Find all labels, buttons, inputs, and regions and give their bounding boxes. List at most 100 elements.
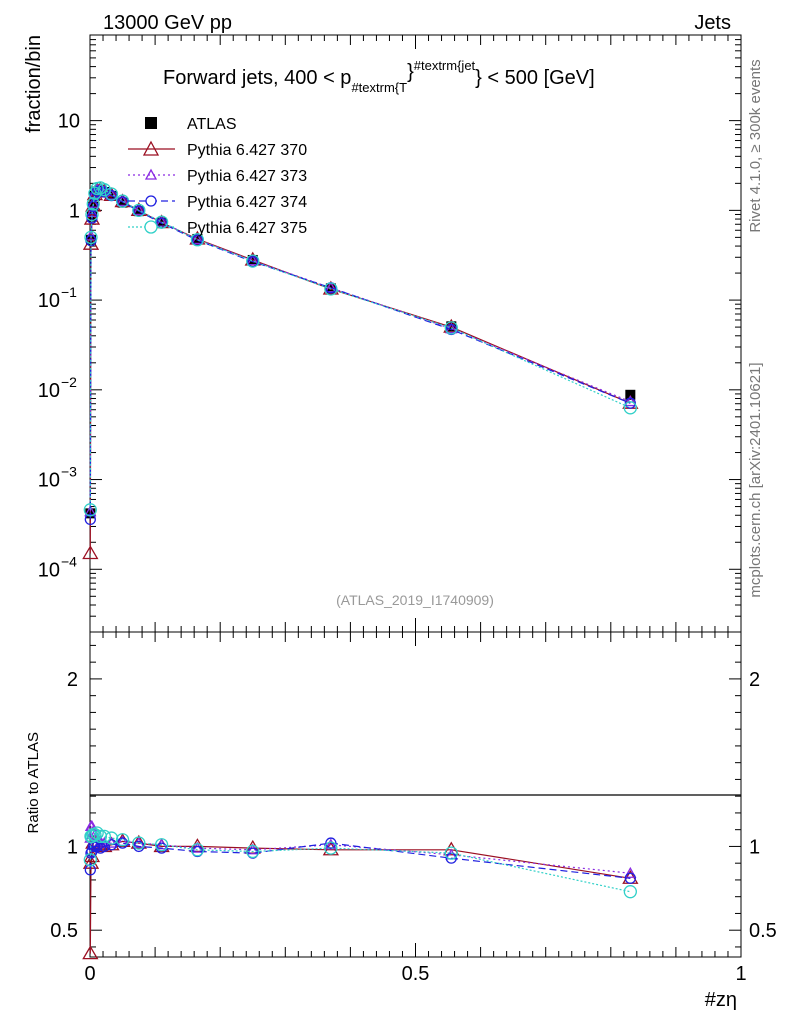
- ratio-point-p374: [191, 845, 204, 858]
- ratio-point-p375: [90, 826, 104, 840]
- main-point-p370: [82, 545, 99, 560]
- ratio-point-p373: [105, 836, 118, 848]
- legend-p374-marker: [145, 195, 157, 207]
- main-y-tick-exponent: −4: [61, 553, 77, 569]
- ratio-point-p375: [190, 843, 205, 857]
- main-point-p375: [97, 183, 111, 197]
- legend-p373-marker: [144, 168, 158, 180]
- ratio-point-p375: [246, 844, 260, 859]
- main-point-p375: [246, 254, 260, 268]
- ratio-line-p375: [89, 832, 631, 893]
- ratio-y-tick-label-right: 1: [749, 836, 760, 858]
- x-tick-label: 1: [735, 963, 746, 985]
- main-y-tick-exponent: −3: [61, 464, 77, 480]
- main-y-tick-label: 10: [58, 111, 80, 133]
- main-point-p375: [444, 321, 458, 335]
- main-point-p375: [84, 230, 98, 245]
- main-point-p375: [104, 187, 119, 201]
- ratio-point-p374: [325, 837, 337, 849]
- ratio-series-p375: [83, 826, 637, 899]
- x-tick-label: 0.5: [402, 963, 430, 985]
- ratio-point-p373: [624, 866, 637, 878]
- ratio-point-p375: [444, 846, 458, 860]
- legend: ATLAS Pythia 6.427 370 Pythia 6.427 373 …: [128, 116, 307, 237]
- main-y-tick-label: 1: [69, 200, 80, 222]
- ratio-point-p375: [154, 838, 169, 852]
- main-y-tick-label: 10: [38, 380, 60, 402]
- ratio-point-p375: [623, 885, 637, 899]
- ratio-y-tick-label-left: 0.5: [50, 920, 78, 942]
- title-brace: }: [407, 61, 414, 83]
- main-y-tick-label: 10: [38, 290, 60, 312]
- main-series-atlas: [85, 185, 636, 519]
- ratio-series-group: [82, 819, 639, 960]
- ratio-y-tick-label-left: 2: [67, 669, 78, 691]
- title-sup: #textrm{jet: [414, 58, 476, 73]
- legend-atlas-label: ATLAS: [187, 116, 237, 133]
- main-point-p375: [190, 233, 205, 247]
- ratio-point-p374: [247, 847, 259, 859]
- main-point-p370: [130, 202, 147, 217]
- header-left-label: 13000 GeV pp: [103, 12, 232, 34]
- main-y-tick-label: 10: [38, 559, 60, 581]
- title-end: } < 500 [GeV]: [475, 67, 595, 89]
- legend-p370-marker: [142, 140, 160, 156]
- ratio-y-tick-label-right: 2: [749, 669, 760, 691]
- ratio-point-p375: [88, 828, 102, 842]
- main-point-p375: [154, 215, 169, 229]
- main-y-tick-exponent: −1: [61, 284, 77, 300]
- mcplots-reference-label: mcplots.cern.ch [arXiv:2401.10621]: [747, 362, 764, 597]
- ratio-point-p374: [624, 872, 636, 884]
- ratio-series-p370: [82, 833, 639, 960]
- legend-atlas-marker: [145, 117, 157, 129]
- rivet-version-label: Rivet 4.1.0, ≥ 300k events: [747, 59, 764, 232]
- main-point-p373: [624, 395, 637, 407]
- ratio-point-p375: [93, 829, 108, 844]
- ratio-y-axis-label: Ratio to ATLAS: [25, 732, 42, 833]
- main-y-tick-exponent: −2: [61, 374, 77, 390]
- main-series-p375: [83, 181, 637, 517]
- ratio-y-tick-label-right: 0.5: [749, 920, 777, 942]
- main-point-p375: [132, 203, 146, 218]
- ratio-axis-ticks: 0.5 0.51 12 20 0.5 1: [50, 632, 777, 985]
- ratio-point-p374: [445, 852, 457, 864]
- legend-p374-label: Pythia 6.427 374: [187, 194, 307, 211]
- main-point-p375: [85, 207, 99, 222]
- main-series-group: [82, 181, 639, 560]
- main-point-atlas: [446, 321, 457, 332]
- main-line-p375: [89, 187, 631, 510]
- main-series-p373: [84, 182, 637, 517]
- ratio-point-p374: [105, 839, 118, 851]
- legend-p375-label: Pythia 6.427 375: [187, 220, 307, 237]
- ratio-point-p375: [115, 833, 130, 847]
- ratio-point-p374: [84, 864, 96, 876]
- analysis-id-label: (ATLAS_2019_I1740909): [336, 592, 494, 608]
- ratio-point-p375: [324, 841, 338, 855]
- main-line-p370: [89, 189, 631, 554]
- main-point-p375: [83, 503, 97, 517]
- ratio-point-p375: [83, 853, 97, 867]
- ratio-y-tick-label-left: 1: [67, 836, 78, 858]
- ratio-point-p375: [97, 829, 111, 844]
- legend-p375-marker: [144, 220, 158, 234]
- main-series-p374: [84, 184, 636, 526]
- main-point-p374: [84, 513, 96, 526]
- ratio-point-p375: [132, 836, 146, 850]
- legend-p370-label: Pythia 6.427 370: [187, 142, 307, 159]
- ratio-point-p375: [104, 831, 119, 845]
- main-line-p373: [89, 188, 631, 512]
- main-y-tick-label: 10: [38, 470, 60, 492]
- plot-title: Forward jets, 400 < p#textrm{T}#textrm{j…: [163, 58, 595, 95]
- ratio-point-p374: [85, 847, 97, 859]
- main-point-p374: [624, 397, 636, 409]
- main-point-p375: [623, 401, 637, 415]
- ratio-line-p370: [89, 840, 631, 954]
- main-line-p374: [89, 189, 631, 520]
- x-axis-label: #zη: [705, 989, 737, 1011]
- title-sub: #textrm{T: [351, 80, 407, 95]
- title-main: Forward jets, 400 < p: [163, 67, 351, 89]
- x-tick-label: 0: [84, 963, 95, 985]
- ratio-point-p370: [82, 945, 99, 960]
